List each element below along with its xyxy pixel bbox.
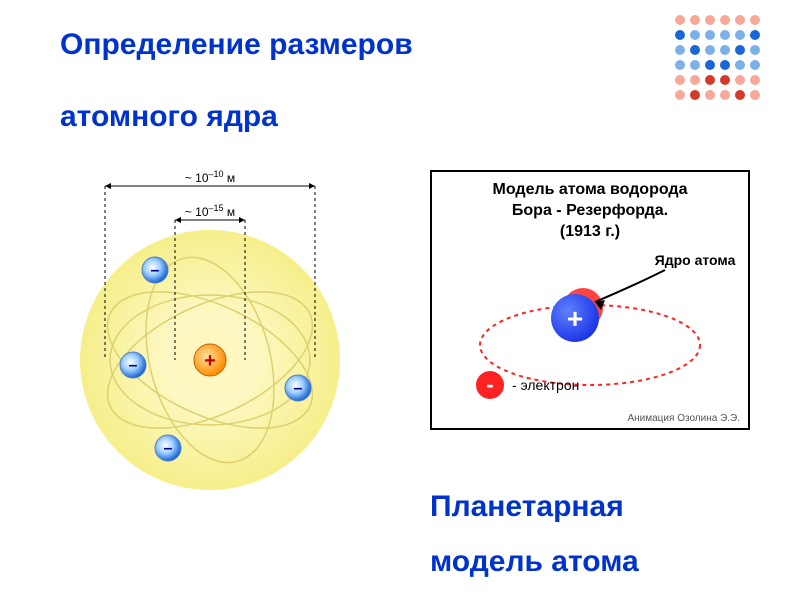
svg-text:- электрон: - электрон (512, 377, 579, 393)
svg-text:-: - (486, 372, 493, 397)
box-title: Модель атома водорода Бора - Резерфорда.… (440, 180, 740, 242)
title-line1: Определение размеров (60, 28, 413, 62)
box-title-l2: Бора - Резерфорда. (512, 202, 668, 219)
svg-text:Ядро атома: Ядро атома (655, 252, 736, 268)
svg-text:~ 10–10 м: ~ 10–10 м (185, 169, 235, 185)
svg-text:+: + (567, 303, 583, 334)
svg-text:–: – (151, 262, 160, 279)
svg-text:+: + (204, 350, 216, 372)
box-title-l1: Модель атома водорода (493, 181, 688, 198)
bohr-diagram-area: + Ядро атома - - электрон (440, 250, 740, 400)
bottom-line1: Планетарная (430, 490, 624, 524)
dot-grid-decoration (670, 10, 780, 120)
svg-text:–: – (129, 357, 138, 374)
bottom-line2: модель атома (430, 545, 639, 579)
box-title-l3: (1913 г.) (560, 223, 620, 240)
title-line2: атомного ядра (60, 100, 278, 134)
svg-text:–: – (164, 440, 173, 457)
bohr-model-box: Модель атома водорода Бора - Резерфорда.… (430, 170, 750, 430)
animation-credit: Анимация Озолина Э.Э. (627, 413, 740, 424)
atom-sizes-diagram: + – – – – ~ 10–10 м ~ 10–15 м (60, 150, 360, 490)
svg-text:–: – (294, 380, 303, 397)
svg-text:~ 10–15 м: ~ 10–15 м (185, 203, 235, 219)
